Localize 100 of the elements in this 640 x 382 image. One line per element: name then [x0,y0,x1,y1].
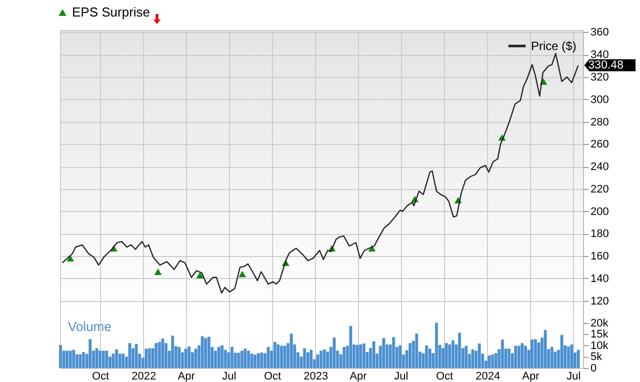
bar [359,344,362,368]
y-tick-label: 220 [590,183,609,196]
bar [408,343,412,368]
annotation: 330.48 [588,59,624,72]
bar [520,343,524,368]
bar [349,326,352,368]
bar [250,354,254,368]
bar [78,354,82,368]
bar [184,348,188,368]
bar [105,350,108,368]
bar [332,338,336,368]
bar [372,341,376,368]
bar [534,339,537,368]
legend-label: EPS Surprise [72,4,150,20]
y2-tick-label: 0 [590,362,597,374]
bar [194,348,198,368]
bar [524,346,527,368]
x-tick-label: Oct [264,370,282,382]
x-tick-label: Jul [394,370,408,382]
bar [392,337,396,368]
bar [444,343,448,368]
y-tick-label: 260 [590,138,609,151]
bar [59,345,62,368]
x-tick-label: 2022 [132,370,156,382]
bar [95,348,98,368]
bar [102,350,105,368]
bar [214,350,217,368]
bar [342,346,346,368]
bar [310,350,313,368]
bar [72,350,76,368]
y-tick-label: 280 [590,116,609,128]
bar [254,354,257,368]
bar [362,344,366,368]
y2-tick-label: 20k [590,317,609,330]
bar [128,343,132,368]
bar [204,338,208,368]
bar [544,330,547,368]
legend-label: Price ($) [531,39,576,53]
x-tick-label: Apr [350,370,368,382]
x-tick-label: 2024 [476,370,500,382]
bar [322,349,326,368]
y-tick-label: 340 [590,49,609,62]
y-tick-label: 360 [590,26,609,39]
bar [425,345,428,368]
y-tick-label: 120 [590,295,609,308]
bar [464,346,468,368]
bar [566,346,570,368]
y-tick-label: 300 [590,94,609,106]
point [196,272,204,278]
bar [154,343,158,368]
bar [491,354,494,368]
x-tick-label: Jul [566,370,581,382]
series-label: Volume [68,318,112,334]
point [66,255,74,262]
bar [488,355,491,368]
y-tick-label: 140 [590,272,609,285]
line-series [62,52,579,294]
bar [435,322,438,368]
bar [303,348,306,368]
bar [217,346,220,368]
bar [517,346,520,368]
y-tick-label: 320 [590,72,609,84]
bar [356,344,359,368]
bar [247,350,250,368]
y-tick-label: 200 [590,206,609,218]
x-tick-label: Apr [178,370,196,382]
bar [280,346,283,368]
bar [316,354,320,368]
bar [576,350,580,368]
bar [508,348,510,368]
bar [66,350,69,368]
bar [115,349,118,368]
y2-tick-label: 15k [590,328,609,341]
bar [148,348,151,368]
bar [458,332,462,368]
point [154,268,162,275]
bar [244,348,247,368]
bar [220,345,224,368]
x-tick-label: Oct [436,370,454,382]
bar [494,353,498,368]
bar [171,336,174,368]
y-tick-label: 240 [590,161,609,174]
bar [500,340,504,368]
bar [290,334,293,368]
bar [428,348,432,368]
x-tick-label: 2023 [304,370,328,382]
x-tick-label: Oct [92,370,110,382]
bar [306,352,310,368]
bar [266,346,270,368]
bar [158,342,161,368]
y-tick-label: 160 [590,250,609,263]
bar [530,339,534,368]
bar [276,344,280,368]
bar [256,353,260,368]
bar [448,344,452,368]
x-tick-label: Jul [222,370,236,382]
bar [230,346,234,368]
bar [320,350,322,368]
y2-tick-label: 5k [590,351,603,364]
bar [98,350,102,368]
